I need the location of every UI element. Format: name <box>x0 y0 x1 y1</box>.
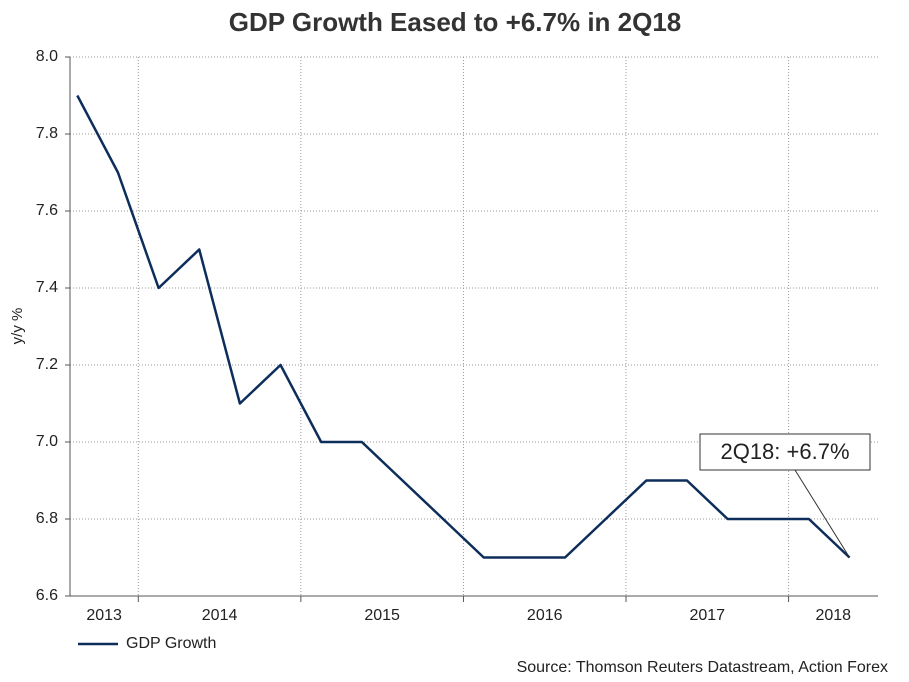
annotation-leader <box>794 469 850 558</box>
series-line <box>76 94 851 559</box>
y-tick-label: 6.8 <box>36 510 58 527</box>
y-tick-label: 7.2 <box>36 356 58 373</box>
source: Source: Thomson Reuters Datastream, Acti… <box>517 659 888 676</box>
x-tick-label: 2014 <box>202 607 238 624</box>
x-tick-label: 2016 <box>527 607 563 624</box>
annotation: 2Q18: +6.7% <box>720 439 849 464</box>
x-tick-label: 2018 <box>815 607 851 624</box>
x-tick-label: 2013 <box>86 607 122 624</box>
y-tick-label: 7.6 <box>36 202 58 219</box>
annotation-box <box>699 433 871 471</box>
y-tick-label: 8.0 <box>36 48 58 65</box>
y-tick-label: 7.0 <box>36 433 58 450</box>
chart-title: GDP Growth Eased to +6.7% in 2Q18 <box>229 7 682 37</box>
legend-label: GDP Growth <box>126 635 216 652</box>
y-tick-label: 6.6 <box>36 587 58 604</box>
x-tick-label: 2017 <box>689 607 725 624</box>
y-axis-label: y/y % <box>9 308 26 345</box>
y-tick-label: 7.8 <box>36 125 58 142</box>
x-tick-label: 2015 <box>364 607 400 624</box>
y-tick-label: 7.4 <box>36 279 58 296</box>
